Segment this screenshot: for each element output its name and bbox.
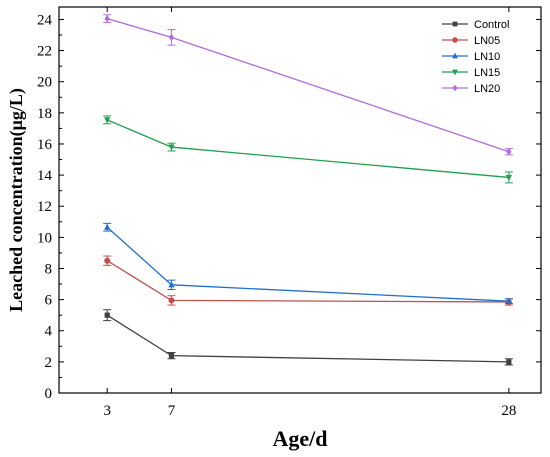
series-layer [103,14,513,366]
data-point [104,223,111,230]
y-tick-label: 24 [37,12,53,28]
data-point [505,174,512,182]
series-line-control [106,314,509,363]
y-tick-label: 6 [45,293,53,309]
legend-marker [452,37,458,43]
legend-label: Control [474,19,509,31]
y-tick-label: 10 [37,230,52,246]
y-tick-label: 0 [45,386,53,402]
legend-label: LN15 [474,67,500,79]
data-point [104,257,111,264]
data-point [505,297,512,304]
data-point [104,117,111,124]
x-tick-label: 28 [501,403,516,419]
data-point [168,144,175,151]
y-tick-label: 8 [45,261,53,277]
legend-marker [452,21,458,27]
series-ln10 [103,222,513,305]
series-line-ln10 [106,226,509,302]
y-tick-label: 4 [45,324,53,340]
y-tick-label: 2 [45,355,53,371]
series-ln15 [103,115,513,184]
data-point [168,33,175,41]
series-ln20 [103,14,513,156]
legend-item-ln10: LN10 [442,51,500,63]
legend-item-ln20: LN20 [442,83,500,95]
legend-marker [452,69,458,76]
y-tick-label: 18 [37,106,52,122]
plot-frame [58,6,542,394]
legend-label: LN10 [474,51,500,63]
legend-marker [452,84,458,92]
data-point [168,281,175,288]
legend: Control LN05 LN10 LN15 LN20 [442,19,509,95]
y-tick-label: 12 [37,199,52,215]
x-axis: 3 7 28 [103,7,516,419]
data-point [104,15,110,23]
legend-label: LN05 [474,35,500,47]
x-tick-label: 3 [103,403,111,419]
data-point [168,353,175,359]
legend-item-ln15: LN15 [442,67,500,79]
y-tick-label: 16 [37,137,53,153]
data-point [506,148,512,156]
legend-marker [452,52,458,59]
series-line-ln20 [107,18,510,153]
series-line-ln15 [106,119,509,179]
x-tick-label: 7 [168,403,176,419]
legend-label: LN20 [474,83,500,95]
y-tick-label: 20 [37,75,52,91]
y-tick-label: 14 [37,168,53,184]
data-point [104,312,110,318]
legend-item-control: Control [442,19,509,31]
legend-item-ln05: LN05 [442,35,500,47]
y-axis-title: Leached concentration(μg/L) [6,88,27,312]
series-control [103,309,513,366]
series-ln05 [103,255,513,306]
y-tick-label: 22 [37,44,52,60]
x-axis-title: Age/d [273,426,328,451]
data-point [168,297,175,304]
data-point [506,359,512,365]
